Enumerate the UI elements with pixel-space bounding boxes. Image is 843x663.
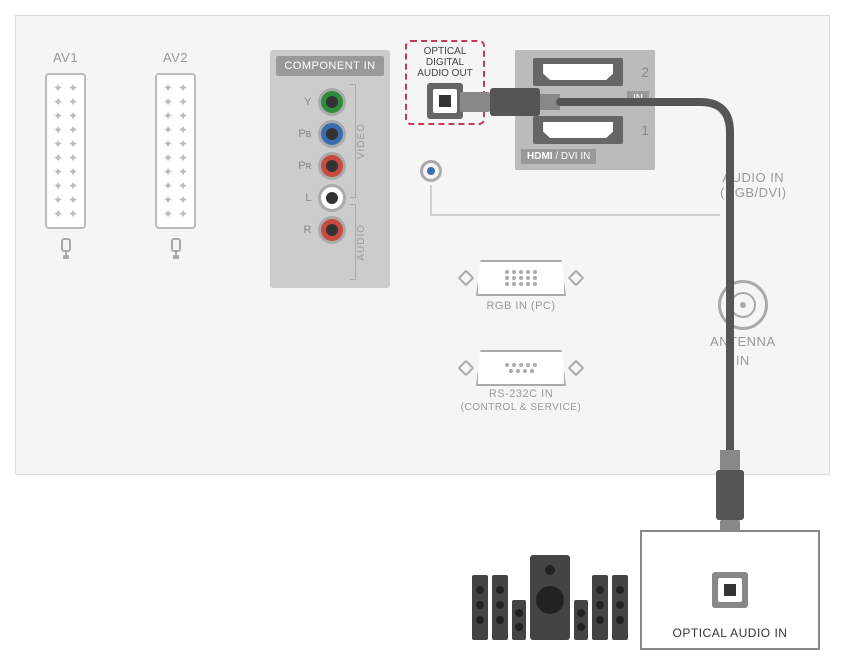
hdmi-port-1 (533, 116, 623, 144)
optical-receiver: OPTICAL AUDIO IN (640, 530, 820, 650)
rs232-port (460, 350, 582, 386)
antenna-label2: IN (736, 353, 750, 368)
hdmi-1-num: 1 (641, 122, 649, 138)
hdmi-section: 2 IN 1 HDMI / DVI IN (515, 50, 655, 170)
antenna-label1: ANTENNA (710, 334, 776, 349)
hdmi-port-2 (533, 58, 623, 86)
antenna-port (718, 280, 768, 330)
rgb-in-section: RGB IN (PC) (460, 260, 582, 312)
optical-in-port (712, 572, 748, 608)
audio-in-label: AUDIO IN (RGB/DVI) (720, 170, 787, 200)
audio-line (0, 0, 843, 500)
rgb-in-label: RGB IN (PC) (486, 300, 555, 312)
rs232-label2: (CONTROL & SERVICE) (461, 402, 582, 413)
optical-audio-in-label: OPTICAL AUDIO IN (642, 626, 818, 640)
hdmi-2-label: IN (627, 91, 649, 106)
hdmi-1-label: HDMI / DVI IN (521, 149, 596, 164)
hdmi-2-num: 2 (641, 64, 649, 80)
rs232-section: RS-232C IN (CONTROL & SERVICE) (460, 350, 582, 413)
speaker-system-icon (470, 545, 630, 655)
antenna-section: ANTENNA IN (710, 280, 776, 368)
rgb-in-port (460, 260, 582, 296)
rs232-label1: RS-232C IN (489, 388, 553, 400)
